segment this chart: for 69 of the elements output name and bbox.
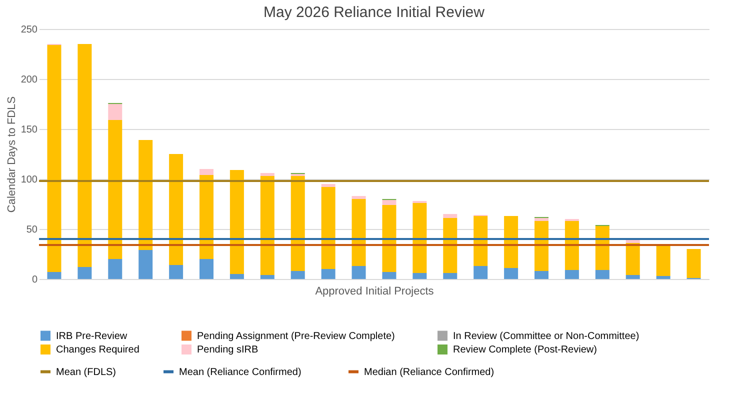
y-tick-label: 50 (26, 224, 38, 236)
bar (534, 271, 548, 279)
bar (108, 120, 122, 259)
legend-label: Mean (FDLS) (56, 366, 116, 378)
bar (443, 218, 458, 273)
bar (352, 199, 366, 266)
bar (290, 271, 305, 279)
y-tick-label: 200 (20, 74, 38, 86)
bar (626, 275, 640, 279)
bar (321, 269, 336, 279)
bar (595, 270, 610, 279)
bar (412, 273, 427, 279)
legend-label: Changes Required (56, 344, 140, 356)
y-tick-label: 150 (20, 124, 38, 136)
bar (352, 196, 366, 199)
bar (474, 216, 488, 266)
legend-label: Review Complete (Post-Review) (453, 344, 597, 356)
bar (504, 268, 518, 279)
y-tick-label: 100 (20, 174, 38, 186)
bar (564, 270, 579, 279)
bar (47, 272, 62, 279)
legend-label: Mean (Reliance Confirmed) (179, 366, 302, 378)
bar (138, 140, 153, 250)
bar (382, 205, 396, 272)
bar (169, 265, 184, 279)
bar (686, 249, 701, 278)
bar (321, 187, 336, 269)
bar (352, 266, 366, 279)
bar (564, 221, 579, 270)
bar (382, 200, 396, 205)
bar (290, 176, 305, 271)
bar (626, 243, 640, 275)
legend-label: In Review (Committee or Non-Committee) (453, 330, 640, 342)
bar (78, 267, 92, 279)
bar (47, 45, 62, 272)
bar (412, 203, 427, 273)
bar (138, 250, 153, 279)
bar (200, 259, 214, 279)
bar (108, 104, 122, 120)
bar (656, 246, 670, 276)
bar (260, 173, 274, 176)
bar (260, 275, 274, 279)
bar (169, 154, 184, 265)
bar (382, 272, 396, 279)
legend-label: Pending sIRB (197, 344, 258, 356)
bar (321, 184, 336, 187)
bar (474, 266, 488, 279)
bar (443, 214, 458, 218)
bar (200, 169, 214, 175)
bar (200, 175, 214, 259)
bar (656, 276, 670, 279)
chart-title: May 2026 Reliance Initial Review (264, 4, 485, 21)
bar (443, 273, 458, 279)
bar (108, 259, 122, 279)
bar (230, 274, 244, 279)
x-axis-title: Approved Initial Projects (315, 286, 434, 298)
bar (595, 226, 610, 270)
bar (504, 216, 518, 268)
y-axis-title: Calendar Days to FDLS (6, 96, 18, 213)
y-tick-label: 0 (32, 274, 38, 286)
bar (534, 218, 548, 221)
bar (78, 44, 92, 267)
legend-label: Median (Reliance Confirmed) (364, 366, 494, 378)
bar (260, 176, 274, 275)
bar (534, 221, 548, 271)
legend-label: IRB Pre-Review (56, 330, 128, 342)
bar (230, 170, 244, 274)
legend-label: Pending Assignment (Pre-Review Complete) (197, 330, 395, 342)
y-tick-label: 250 (20, 24, 38, 36)
